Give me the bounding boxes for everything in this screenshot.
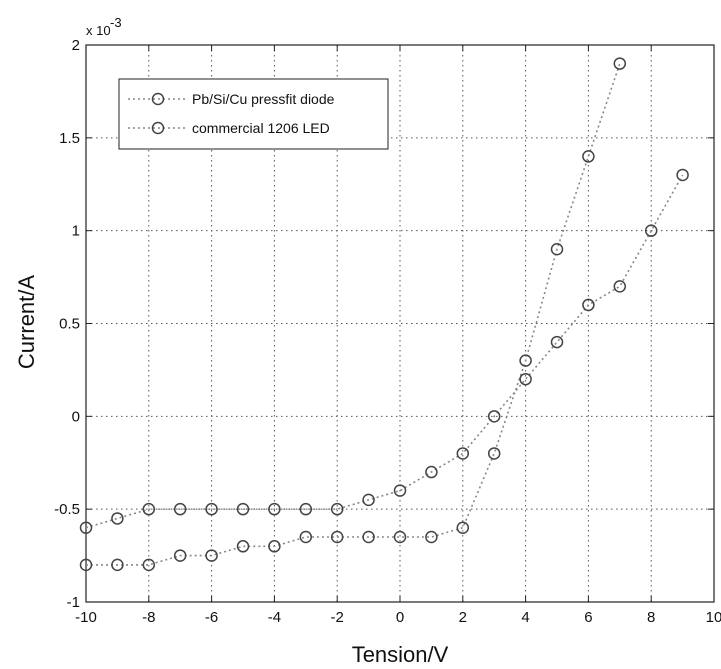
data-point bbox=[487, 410, 501, 423]
legend-box bbox=[118, 78, 389, 150]
data-point bbox=[487, 447, 501, 460]
data-point bbox=[613, 280, 627, 293]
data-point bbox=[330, 502, 344, 516]
data-point bbox=[236, 502, 250, 516]
data-point bbox=[393, 484, 407, 497]
data-point bbox=[205, 502, 218, 516]
data-point bbox=[613, 57, 627, 70]
data-point bbox=[644, 224, 658, 237]
legend: Pb/Si/Cu pressfit diode commercial 1206 … bbox=[118, 78, 389, 150]
data-point bbox=[299, 530, 313, 544]
y-tick-label: 2 bbox=[72, 37, 80, 54]
data-point bbox=[362, 493, 375, 507]
series-layer bbox=[79, 57, 689, 572]
x-axis-label: Tension/V bbox=[352, 642, 449, 667]
legend-marker-diode bbox=[151, 92, 165, 106]
data-point bbox=[79, 521, 93, 534]
ticks: -10 -8 -6 -4 -2 0 2 4 6 8 10 -1 -0.5 0 0.5 1 1.5 2 bbox=[54, 37, 721, 626]
data-point bbox=[142, 558, 156, 572]
data-point bbox=[582, 298, 595, 312]
data-point bbox=[205, 549, 218, 562]
y-multiplier-base: x 10 bbox=[86, 23, 111, 38]
data-point bbox=[582, 150, 595, 163]
y-tick-label: 0.5 bbox=[59, 316, 80, 333]
y-tick-label: -1 bbox=[67, 594, 80, 611]
series-2 bbox=[79, 168, 689, 534]
y-axis-label: Current/A bbox=[14, 275, 39, 369]
data-point bbox=[676, 168, 689, 182]
data-point bbox=[519, 372, 532, 386]
data-point bbox=[268, 540, 281, 553]
x-tick-label: 8 bbox=[647, 609, 655, 626]
x-tick-label: -10 bbox=[75, 609, 97, 626]
x-tick-label: -2 bbox=[331, 609, 344, 626]
x-tick-label: 2 bbox=[459, 609, 467, 626]
x-tick-label: 4 bbox=[521, 609, 529, 626]
data-point bbox=[362, 530, 375, 544]
legend-marker-led bbox=[151, 121, 165, 135]
data-point bbox=[173, 549, 187, 562]
data-point bbox=[519, 354, 532, 367]
data-point bbox=[268, 502, 281, 516]
y-multiplier-exponent: -3 bbox=[110, 15, 122, 30]
data-point bbox=[111, 512, 124, 525]
data-point bbox=[456, 521, 470, 534]
y-tick-label: 1 bbox=[72, 223, 80, 240]
data-point bbox=[173, 502, 187, 516]
series-1 bbox=[79, 57, 627, 572]
data-point bbox=[425, 530, 438, 544]
legend-label-diode: Pb/Si/Cu pressfit diode bbox=[192, 91, 335, 107]
data-point bbox=[456, 447, 470, 460]
y-tick-label: 1.5 bbox=[59, 130, 80, 147]
x-tick-label: -8 bbox=[142, 609, 155, 626]
data-point bbox=[299, 502, 313, 516]
data-point bbox=[79, 558, 93, 572]
legend-label-led: commercial 1206 LED bbox=[192, 120, 330, 136]
y-tick-label: -0.5 bbox=[54, 501, 80, 518]
data-point bbox=[330, 530, 344, 544]
x-tick-label: -4 bbox=[268, 609, 281, 626]
y-multiplier: x 10 -3 bbox=[86, 15, 122, 38]
data-point bbox=[550, 242, 564, 256]
x-tick-label: 6 bbox=[584, 609, 592, 626]
data-point bbox=[111, 558, 124, 572]
data-point bbox=[142, 502, 156, 516]
y-tick-label: 0 bbox=[72, 408, 80, 425]
x-tick-label: 10 bbox=[706, 609, 721, 626]
x-tick-label: 0 bbox=[396, 609, 404, 626]
x-tick-label: -6 bbox=[205, 609, 218, 626]
data-point bbox=[236, 540, 250, 553]
data-point bbox=[425, 465, 438, 479]
data-point bbox=[393, 530, 407, 544]
data-point bbox=[550, 335, 564, 349]
